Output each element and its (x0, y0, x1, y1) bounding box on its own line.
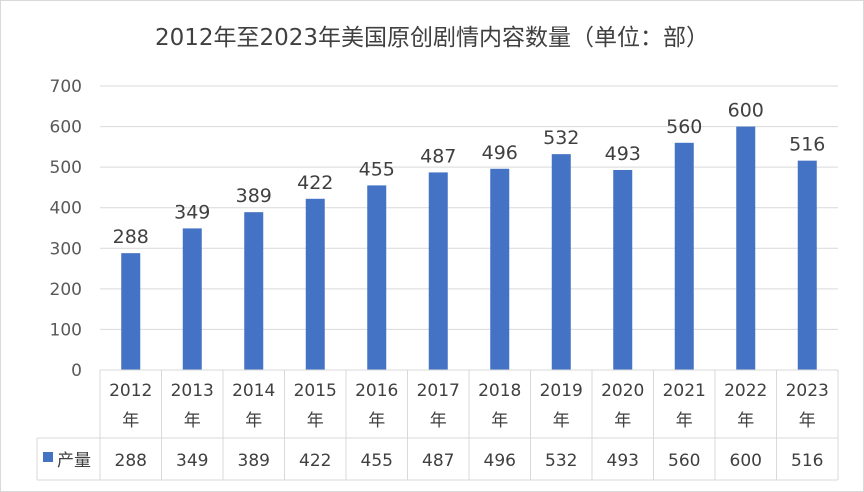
data-label: 487 (420, 145, 456, 167)
y-tick-label: 700 (50, 77, 82, 97)
data-label: 496 (482, 142, 518, 164)
bar (797, 160, 817, 370)
table-value: 516 (791, 451, 823, 471)
table-value: 493 (607, 451, 639, 471)
table-value: 560 (668, 451, 700, 471)
bar (367, 185, 387, 370)
y-tick-label: 0 (71, 361, 82, 381)
table-value: 288 (115, 451, 147, 471)
bar-series (121, 126, 817, 370)
data-table: 2012 年 2013 年 2014 年 2015 年 2016 年 2017 年 2018 年 2019 年… (36, 369, 839, 481)
y-tick-label: 400 (50, 199, 82, 219)
table-value: 496 (484, 451, 516, 471)
category-label: 2014 年 (232, 381, 275, 431)
data-label: 422 (297, 172, 333, 194)
category-label: 2021 年 (663, 381, 706, 431)
bar (121, 253, 141, 370)
table-value: 422 (299, 451, 331, 471)
data-label: 455 (359, 158, 395, 180)
data-label: 532 (543, 127, 579, 149)
gridlines (100, 85, 838, 330)
bar (244, 212, 264, 370)
category-label: 2013 年 (171, 381, 214, 431)
legend-series-name: 产量 (57, 451, 91, 471)
bar (674, 142, 694, 370)
table-value: 389 (238, 451, 270, 471)
bar (613, 169, 633, 370)
data-label: 560 (666, 116, 702, 138)
category-label: 2023 年 (786, 381, 829, 431)
bar (305, 198, 325, 370)
legend-key (43, 452, 53, 462)
y-tick-label: 500 (50, 158, 82, 178)
table-value: 349 (176, 451, 208, 471)
table-value: 600 (730, 451, 762, 471)
bar (182, 228, 202, 370)
y-tick-label: 100 (50, 320, 82, 340)
data-label: 288 (113, 226, 149, 248)
y-tick-label: 300 (50, 239, 82, 259)
category-label: 2015 年 (294, 381, 337, 431)
category-label: 2018 年 (478, 381, 521, 431)
bar (428, 172, 448, 370)
category-label: 2016 年 (355, 381, 398, 431)
data-label: 493 (605, 143, 641, 165)
category-label: 2012 年 (109, 381, 152, 431)
table-value: 487 (422, 451, 454, 471)
chart-title: 2012年至2023年美国原创剧情内容数量（单位：部） (154, 25, 710, 51)
category-label: 2020 年 (601, 381, 644, 431)
y-tick-label: 200 (50, 280, 82, 300)
data-label: 600 (728, 100, 764, 122)
data-label: 389 (236, 185, 272, 207)
data-labels: 288 349 389 422 455 487 496 532 493 560 600 516 (113, 100, 826, 249)
data-label: 516 (789, 134, 825, 156)
category-label: 2019 年 (540, 381, 583, 431)
category-label: 2017 年 (417, 381, 460, 431)
table-value: 532 (545, 451, 577, 471)
table-value: 455 (361, 451, 393, 471)
bar (490, 168, 510, 370)
category-label: 2022 年 (724, 381, 767, 431)
y-tick-label: 600 (50, 118, 82, 138)
bar (736, 126, 756, 370)
bar (551, 154, 571, 370)
data-label: 349 (174, 201, 210, 223)
y-axis-ticks: 0 100 200 300 400 500 600 700 (50, 77, 82, 381)
